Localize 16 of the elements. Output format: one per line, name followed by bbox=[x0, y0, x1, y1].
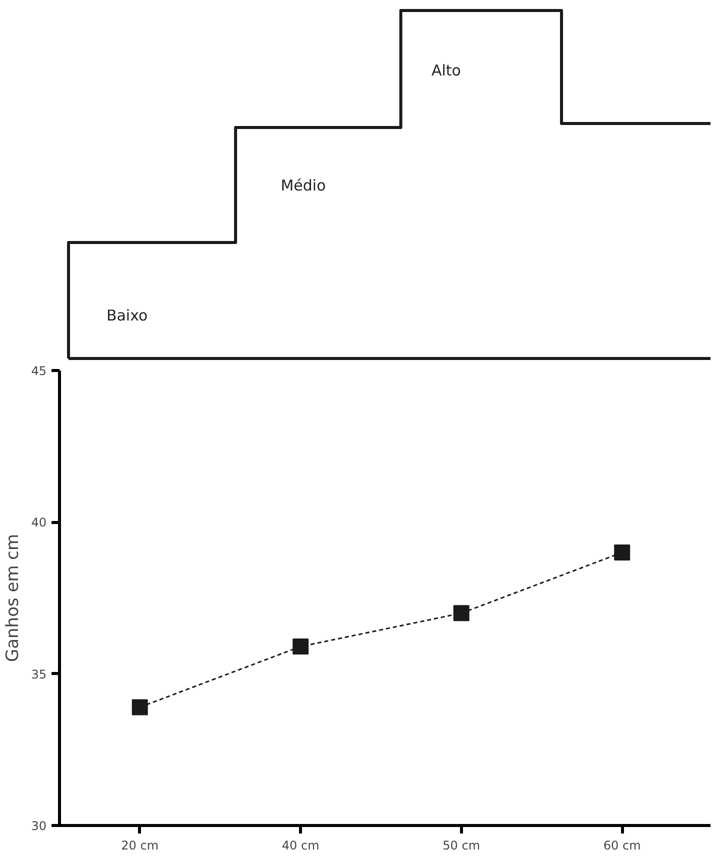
point bbox=[453, 605, 470, 622]
y-tick-label: 30 bbox=[31, 819, 47, 833]
text: Baixo bbox=[106, 306, 148, 324]
point bbox=[292, 638, 309, 655]
x-tick-label: 50 cm bbox=[442, 838, 480, 852]
point bbox=[614, 544, 630, 560]
x-tick-label: 60 cm bbox=[603, 838, 641, 852]
x-tick-label: 20 cm bbox=[121, 838, 159, 852]
y-tick-label: 40 bbox=[31, 516, 47, 530]
text: Médio bbox=[280, 176, 326, 194]
point bbox=[132, 699, 148, 716]
text: Alto bbox=[432, 62, 461, 80]
y-axis-title: Ganhos em cm bbox=[3, 534, 24, 662]
y-tick-label: 35 bbox=[31, 667, 47, 682]
y-tick-label: 45 bbox=[31, 364, 47, 378]
x-tick-label: 40 cm bbox=[282, 838, 320, 852]
